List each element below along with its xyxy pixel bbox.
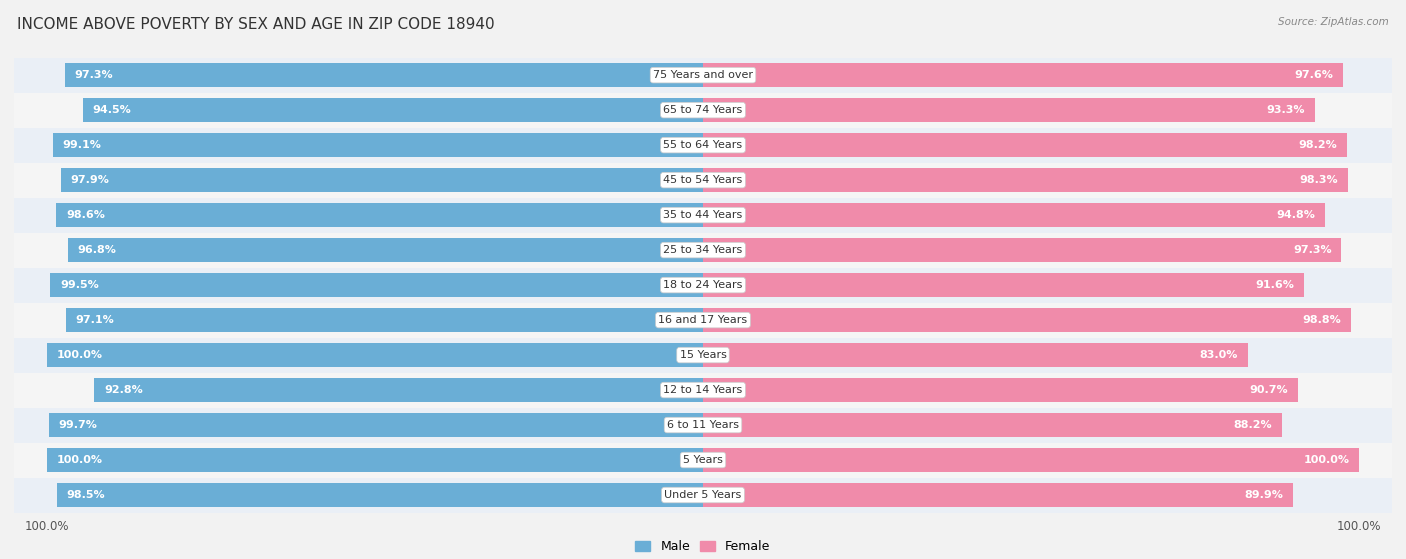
- Bar: [703, 63, 1343, 87]
- Text: 75 Years and over: 75 Years and over: [652, 70, 754, 80]
- Bar: [56, 203, 703, 227]
- Bar: [83, 98, 703, 122]
- Text: 5 Years: 5 Years: [683, 455, 723, 465]
- Bar: [14, 127, 1392, 163]
- Bar: [53, 133, 703, 157]
- Text: 12 to 14 Years: 12 to 14 Years: [664, 385, 742, 395]
- Text: 15 Years: 15 Years: [679, 350, 727, 360]
- Bar: [14, 302, 1392, 338]
- Bar: [14, 408, 1392, 443]
- Bar: [703, 448, 1360, 472]
- Bar: [703, 168, 1348, 192]
- Bar: [703, 133, 1347, 157]
- Bar: [60, 168, 703, 192]
- Bar: [703, 98, 1315, 122]
- Bar: [46, 343, 703, 367]
- Text: 16 and 17 Years: 16 and 17 Years: [658, 315, 748, 325]
- Bar: [65, 63, 703, 87]
- Text: 98.5%: 98.5%: [66, 490, 105, 500]
- Bar: [51, 273, 703, 297]
- Text: INCOME ABOVE POVERTY BY SEX AND AGE IN ZIP CODE 18940: INCOME ABOVE POVERTY BY SEX AND AGE IN Z…: [17, 17, 495, 32]
- Bar: [703, 343, 1247, 367]
- Text: 45 to 54 Years: 45 to 54 Years: [664, 175, 742, 185]
- Bar: [46, 448, 703, 472]
- Bar: [14, 268, 1392, 302]
- Text: Source: ZipAtlas.com: Source: ZipAtlas.com: [1278, 17, 1389, 27]
- Bar: [703, 378, 1298, 402]
- Text: 99.5%: 99.5%: [60, 280, 98, 290]
- Text: 94.8%: 94.8%: [1277, 210, 1315, 220]
- Bar: [14, 93, 1392, 127]
- Text: 65 to 74 Years: 65 to 74 Years: [664, 105, 742, 115]
- Bar: [703, 203, 1324, 227]
- Text: Under 5 Years: Under 5 Years: [665, 490, 741, 500]
- Bar: [94, 378, 703, 402]
- Text: 18 to 24 Years: 18 to 24 Years: [664, 280, 742, 290]
- Bar: [703, 413, 1282, 437]
- Text: 55 to 64 Years: 55 to 64 Years: [664, 140, 742, 150]
- Text: 93.3%: 93.3%: [1267, 105, 1305, 115]
- Bar: [14, 338, 1392, 372]
- Text: 100.0%: 100.0%: [56, 350, 103, 360]
- Bar: [703, 238, 1341, 262]
- Text: 98.8%: 98.8%: [1303, 315, 1341, 325]
- Text: 99.7%: 99.7%: [59, 420, 97, 430]
- Text: 99.1%: 99.1%: [63, 140, 101, 150]
- Bar: [14, 233, 1392, 268]
- Text: 92.8%: 92.8%: [104, 385, 142, 395]
- Text: 89.9%: 89.9%: [1244, 490, 1284, 500]
- Bar: [66, 308, 703, 332]
- Text: 98.3%: 98.3%: [1299, 175, 1339, 185]
- Text: 100.0%: 100.0%: [56, 455, 103, 465]
- Bar: [14, 443, 1392, 477]
- Bar: [703, 308, 1351, 332]
- Bar: [56, 483, 703, 507]
- Bar: [49, 413, 703, 437]
- Bar: [14, 477, 1392, 513]
- Text: 98.2%: 98.2%: [1299, 140, 1337, 150]
- Text: 83.0%: 83.0%: [1199, 350, 1237, 360]
- Text: 90.7%: 90.7%: [1250, 385, 1288, 395]
- Text: 35 to 44 Years: 35 to 44 Years: [664, 210, 742, 220]
- Bar: [14, 198, 1392, 233]
- Text: 6 to 11 Years: 6 to 11 Years: [666, 420, 740, 430]
- Bar: [14, 372, 1392, 408]
- Text: 88.2%: 88.2%: [1233, 420, 1272, 430]
- Text: 96.8%: 96.8%: [77, 245, 117, 255]
- Text: 100.0%: 100.0%: [1303, 455, 1350, 465]
- Text: 91.6%: 91.6%: [1256, 280, 1294, 290]
- Bar: [703, 273, 1303, 297]
- Text: 97.1%: 97.1%: [76, 315, 114, 325]
- Text: 97.3%: 97.3%: [75, 70, 112, 80]
- Text: 97.3%: 97.3%: [1294, 245, 1331, 255]
- Text: 97.6%: 97.6%: [1295, 70, 1333, 80]
- Bar: [14, 58, 1392, 93]
- Legend: Male, Female: Male, Female: [630, 536, 776, 558]
- Text: 25 to 34 Years: 25 to 34 Years: [664, 245, 742, 255]
- Text: 97.9%: 97.9%: [70, 175, 110, 185]
- Text: 98.6%: 98.6%: [66, 210, 105, 220]
- Bar: [67, 238, 703, 262]
- Bar: [703, 483, 1294, 507]
- Bar: [14, 163, 1392, 198]
- Text: 94.5%: 94.5%: [93, 105, 132, 115]
